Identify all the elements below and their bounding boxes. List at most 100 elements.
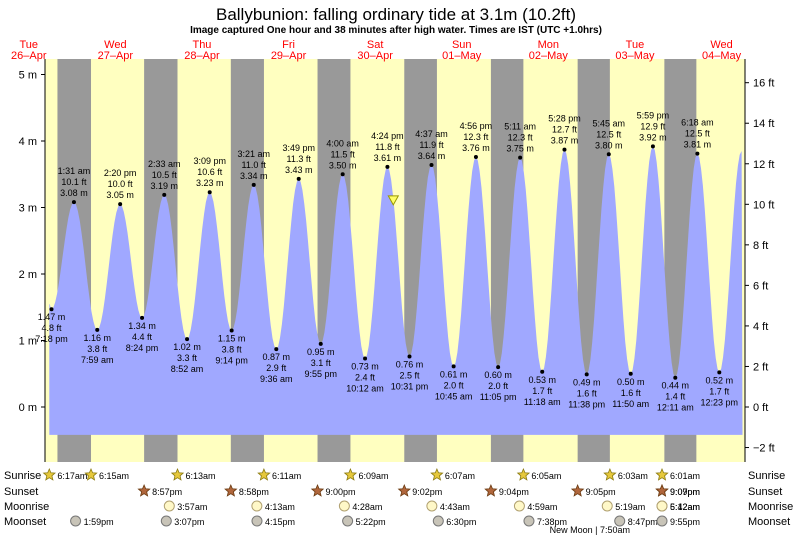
moonset-icon [656, 515, 668, 527]
low-tide-label: 2.4 ft [355, 372, 376, 382]
left-tick-label: 3 m [19, 203, 37, 215]
sunset-icon [310, 483, 325, 497]
sunset-time: 9:05pm [586, 487, 616, 497]
high-tide-label: 11.5 ft [331, 149, 356, 159]
moonrise-time: 4:59am [527, 502, 557, 512]
high-tide-point [207, 190, 212, 195]
low-tide-label: 1.16 m [83, 333, 111, 343]
sunrise-time: 6:03am [618, 471, 648, 481]
right-tick-label: 12 ft [753, 159, 774, 171]
high-tide-label: 3.19 m [150, 181, 178, 191]
low-tide-label: 3.1 ft [311, 358, 332, 368]
high-tide-label: 11.3 ft [287, 154, 312, 164]
sunrise-icon [430, 467, 444, 481]
moonset-icon [251, 515, 263, 527]
sunrise-time: 6:15am [99, 471, 129, 481]
day-name: Thu [192, 39, 211, 51]
right-tick-label: 0 ft [753, 402, 768, 414]
low-tide-label: 4.8 ft [41, 323, 62, 333]
left-tick-label: 4 m [19, 136, 37, 148]
high-tide-point [385, 164, 390, 169]
low-tide-label: 1.34 m [128, 321, 156, 331]
tide-curve [49, 146, 743, 435]
day-name: Wed [710, 39, 732, 51]
moonrise-time: 4:28am [352, 502, 382, 512]
moonrise-icon [163, 500, 175, 512]
sunset-icon [137, 483, 151, 497]
day-date: 29–Apr [271, 50, 307, 62]
high-tide-label: 3.64 m [418, 151, 446, 161]
high-tide-label: 3.76 m [462, 143, 490, 153]
low-tide-point [318, 341, 323, 346]
high-tide-label: 3.23 m [196, 178, 224, 188]
high-tide-label: 4:56 pm [460, 121, 493, 131]
tide-area [49, 146, 743, 435]
moonset-time: 3:07pm [174, 517, 204, 527]
high-tide-label: 4:24 pm [371, 131, 404, 141]
sunrise-icon [257, 467, 271, 481]
current-level-marker [387, 195, 400, 206]
day-name: Sat [367, 39, 384, 51]
sunset-time: 9:02pm [412, 487, 442, 497]
low-tide-label: 0.73 m [351, 361, 379, 371]
high-tide-label: 3:21 am [237, 149, 270, 159]
moonrise-time: 4:13am [265, 502, 295, 512]
row-label-left: Moonset [4, 516, 46, 528]
high-tide-label: 3:49 pm [282, 143, 315, 153]
low-tide-label: 1.47 m [38, 312, 66, 322]
low-tide-point [49, 307, 54, 312]
low-tide-label: 1.7 ft [709, 386, 730, 396]
day-date: 03–May [615, 50, 655, 62]
low-tide-point [673, 375, 678, 380]
low-tide-label: 0.53 m [528, 375, 556, 385]
low-tide-label: 0.95 m [307, 347, 335, 357]
high-tide-point [518, 155, 523, 160]
sunset-icon [655, 483, 669, 497]
row-label-left: Sunrise [4, 470, 41, 482]
high-tide-label: 11.9 ft [419, 140, 444, 150]
day-name: Tue [19, 39, 38, 51]
sunrise-time: 6:01am [670, 471, 700, 481]
high-tide-point [429, 162, 434, 167]
moonrise-icon [338, 500, 350, 512]
high-tide-point [118, 202, 123, 207]
chart-subtitle: Image captured One hour and 38 minutes a… [190, 25, 602, 36]
day-name: Fri [282, 39, 295, 51]
sunset-time: 9:07pm [670, 487, 700, 497]
moonrise-time: 4:43am [440, 502, 470, 512]
high-tide-point [251, 182, 256, 187]
row-label-left: Moonrise [4, 501, 49, 513]
low-tide-point [496, 365, 501, 370]
day-name: Sun [452, 39, 472, 51]
sunset-icon [397, 483, 412, 497]
sunset-icon [570, 483, 585, 497]
low-tide-label: 8:24 pm [126, 343, 159, 353]
astro-rows: Sunrise Sunset Moonrise Moonset Sunrise Sunse… [4, 467, 793, 535]
low-tide-label: 11:18 am [524, 397, 561, 407]
sunrise-time: 6:05am [531, 471, 561, 481]
sunrise-time: 6:13am [185, 471, 215, 481]
low-tide-label: 10:45 am [435, 391, 473, 401]
moonrise-time: 3:57am [177, 502, 207, 512]
moonset-time: 9:55pm [670, 517, 700, 527]
low-tide-label: 1.4 ft [665, 392, 686, 402]
low-tide-label: 0.52 m [706, 375, 734, 385]
high-tide-label: 11.0 ft [242, 160, 267, 170]
low-tide-label: 11:50 am [612, 399, 649, 409]
low-tide-label: 7:59 am [81, 355, 114, 365]
right-tick-label: 14 ft [753, 118, 774, 130]
high-tide-label: 10.0 ft [108, 179, 134, 189]
high-tide-label: 12.3 ft [463, 132, 489, 142]
day-date: 30–Apr [357, 50, 393, 62]
low-tide-point [717, 370, 722, 375]
high-tide-point [473, 154, 478, 159]
low-tide-label: 2.5 ft [399, 370, 420, 380]
low-tide-point [451, 364, 456, 369]
low-tide-label: 1.02 m [173, 342, 201, 352]
high-tide-label: 3.50 m [329, 160, 357, 170]
sunrise-time: 6:07am [445, 471, 475, 481]
high-tide-label: 5:45 am [593, 118, 626, 128]
row-label-right: Sunset [748, 486, 782, 498]
